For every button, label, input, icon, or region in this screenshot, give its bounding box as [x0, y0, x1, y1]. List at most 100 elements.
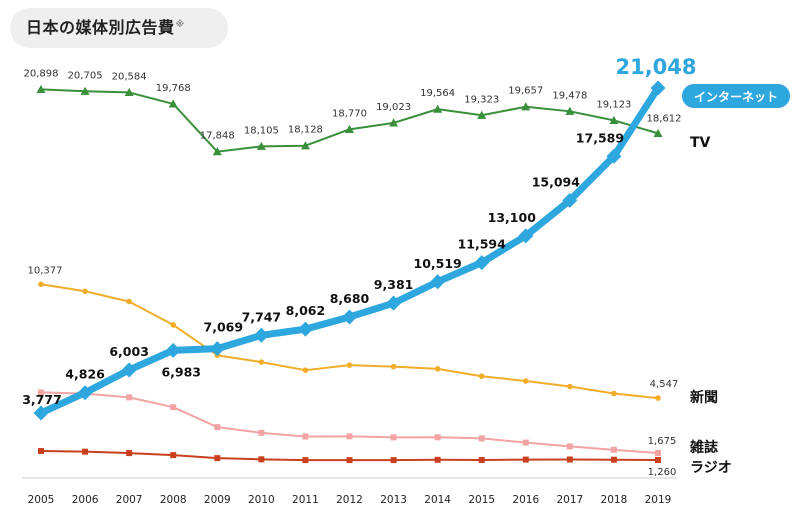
magazine-point-2016 — [522, 439, 529, 446]
chart-title-text: 日本の媒体別広告費 — [26, 18, 175, 37]
series-markers — [33, 80, 666, 464]
radio-point-2013 — [390, 457, 397, 464]
radio-point-2010 — [258, 456, 265, 463]
tv-point-2010 — [256, 141, 266, 150]
x-tick-2014: 2014 — [424, 494, 451, 506]
tv-value-label-2011: 18,128 — [288, 125, 323, 136]
x-tick-2013: 2013 — [380, 494, 407, 506]
magazine-point-2007 — [126, 394, 133, 401]
tv-value-label-2006: 20,705 — [68, 70, 103, 81]
tv-value-label-2008: 19,768 — [156, 83, 191, 94]
tv-point-2015 — [477, 110, 487, 119]
tv-point-2009 — [212, 147, 222, 156]
tv-value-label-2010: 18,105 — [244, 125, 279, 136]
x-tick-2015: 2015 — [468, 494, 495, 506]
internet-value-label-2010: 7,747 — [242, 309, 282, 324]
tv-point-2016 — [521, 102, 531, 111]
internet-badge — [682, 84, 790, 108]
newspaper-point-2018 — [611, 390, 617, 397]
internet-point-2013 — [386, 295, 402, 311]
radio-point-2009 — [214, 455, 221, 462]
internet-point-2017 — [562, 192, 578, 208]
internet-point-2005 — [33, 405, 49, 421]
x-tick-2009: 2009 — [204, 494, 231, 506]
x-tick-2010: 2010 — [248, 494, 275, 506]
tv-point-2007 — [124, 87, 134, 97]
tv-point-2018 — [609, 115, 619, 124]
radio-point-2014 — [434, 456, 441, 463]
newspaper-point-2005 — [38, 281, 44, 288]
magazine-point-2008 — [170, 404, 177, 411]
internet-point-2006 — [77, 385, 93, 401]
internet-value-label-2009: 7,069 — [204, 320, 244, 335]
newspaper-point-2006 — [82, 288, 88, 295]
internet-point-2014 — [430, 274, 446, 290]
newspaper-value-label-2019: 4,547 — [650, 379, 679, 390]
tv-value-label-2005: 20,898 — [24, 68, 59, 79]
tv-point-2014 — [433, 104, 443, 113]
tv-point-2013 — [389, 118, 399, 127]
chart-title: 日本の媒体別広告費※ — [26, 14, 185, 38]
magazine-point-2012 — [346, 433, 353, 440]
internet-value-label-2005: 3,777 — [22, 392, 62, 407]
tv-point-2006 — [80, 86, 90, 95]
tv-value-label-2015: 19,323 — [464, 94, 499, 105]
tv-value-label-2013: 19,023 — [376, 102, 411, 113]
radio-point-2005 — [38, 448, 44, 455]
newspaper-point-2014 — [434, 366, 441, 372]
data-labels: 1,260 1,675 10,377 4,547 20,898 20,705 20,584 1… — [22, 68, 681, 478]
internet-value-label-2012: 8,680 — [330, 291, 370, 306]
tv-value-label-2012: 18,770 — [332, 108, 367, 119]
x-tick-2018: 2018 — [601, 494, 628, 506]
tv-point-2005 — [36, 84, 46, 94]
internet-value-label-2013: 9,381 — [374, 277, 414, 292]
internet-point-2009 — [209, 341, 225, 357]
newspaper-point-2012 — [346, 362, 353, 368]
title-footnote-mark: ※ — [175, 19, 185, 30]
x-tick-2006: 2006 — [72, 494, 99, 506]
x-tick-2012: 2012 — [336, 494, 363, 506]
magazine-value-label-2019: 1,675 — [648, 436, 677, 447]
internet-value-label-2016: 13,100 — [488, 210, 537, 225]
x-tick-2011: 2011 — [292, 494, 319, 506]
x-tick-2017: 2017 — [556, 494, 583, 506]
radio-point-2008 — [170, 452, 177, 459]
magazine-point-2018 — [610, 446, 617, 453]
magazine-point-2017 — [566, 443, 573, 450]
internet-value-label-2011: 8,062 — [286, 303, 326, 318]
tv-point-2011 — [300, 141, 310, 150]
internet-point-2015 — [474, 255, 490, 271]
internet-point-2018 — [606, 148, 622, 164]
radio-point-2007 — [126, 450, 133, 457]
newspaper-point-2019 — [655, 395, 661, 401]
radio-point-2016 — [522, 456, 529, 463]
newspaper-point-2017 — [567, 383, 573, 390]
internet-point-2010 — [253, 327, 269, 343]
radio-point-2006 — [82, 448, 89, 455]
tv-point-2012 — [345, 124, 354, 133]
internet-value-label-2007: 6,003 — [109, 344, 149, 359]
radio-series-label: ラジオ — [690, 460, 732, 476]
tv-value-label-2017: 19,478 — [552, 90, 587, 101]
magazine-point-2005 — [38, 389, 44, 396]
internet-last-value-label: 21,048 — [615, 55, 696, 79]
x-tick-2016: 2016 — [512, 494, 539, 506]
newspaper-point-2016 — [522, 378, 529, 384]
radio-point-2011 — [302, 457, 309, 464]
magazine-point-2015 — [478, 435, 485, 442]
newspaper-value-label-2005: 10,377 — [28, 265, 63, 276]
x-tick-2005: 2005 — [28, 494, 55, 506]
tv-value-label-2007: 20,584 — [112, 71, 147, 82]
newspaper-series-label: 新聞 — [690, 389, 718, 406]
magazine-point-2009 — [214, 424, 221, 431]
magazine-point-2014 — [434, 434, 441, 441]
tv-value-label-2016: 19,657 — [508, 86, 543, 97]
radio-point-2018 — [610, 456, 617, 463]
internet-value-label-2008: 6,983 — [161, 364, 201, 379]
magazine-series-label: 雑誌 — [689, 439, 718, 456]
newspaper-point-2010 — [258, 359, 265, 365]
newspaper-point-2007 — [126, 298, 132, 305]
internet-value-label-2017: 15,094 — [532, 174, 581, 189]
x-tick-2007: 2007 — [116, 494, 143, 506]
